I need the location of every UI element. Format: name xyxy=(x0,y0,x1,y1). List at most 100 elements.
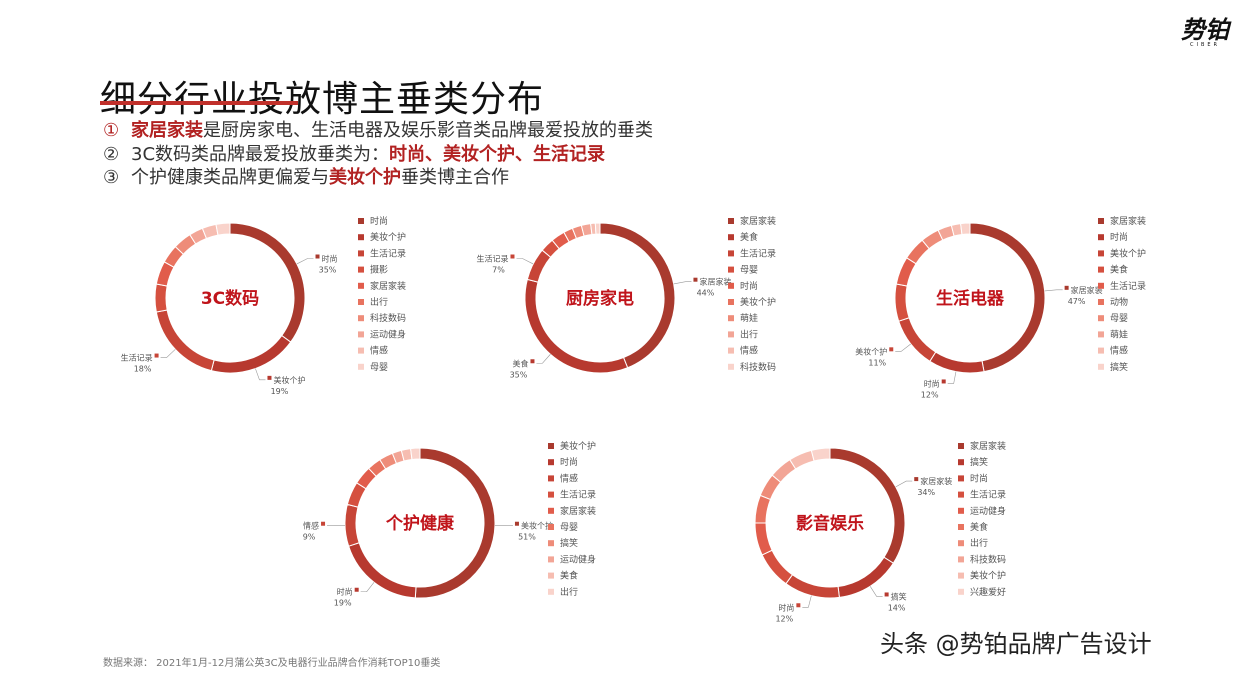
legend-label: 母婴 xyxy=(1110,313,1128,324)
callout-swatch xyxy=(914,477,919,482)
bullet-highlight: 时尚、美妆个护、生活记录 xyxy=(389,144,606,165)
legend-swatch xyxy=(1098,234,1104,241)
legend-label: 出行 xyxy=(370,296,388,308)
bullet-point-3: ③ 个护健康类品牌更偏爱与美妆个护垂类博主合作 xyxy=(103,163,509,189)
legend-swatch xyxy=(358,299,364,305)
donut-slice xyxy=(894,283,910,322)
legend-swatch xyxy=(548,572,554,579)
callout-percentage: 7% xyxy=(492,266,505,275)
legend-swatch xyxy=(548,475,554,482)
donut-slice xyxy=(344,503,360,547)
callout-leader xyxy=(802,595,812,608)
legend-swatch xyxy=(728,250,734,257)
callout-leader xyxy=(895,343,911,352)
callout-leader xyxy=(536,354,551,364)
legend-label: 母婴 xyxy=(560,522,578,533)
callout-category: 时尚 xyxy=(337,587,353,597)
legend-swatch xyxy=(958,491,964,498)
legend-label: 时尚 xyxy=(970,472,988,484)
legend-label: 摄影 xyxy=(370,264,388,276)
legend-swatch xyxy=(358,347,364,354)
donut-slice xyxy=(929,351,985,374)
legend-label: 美食 xyxy=(1110,264,1128,276)
callout-percentage: 51% xyxy=(518,533,536,542)
legend-label: 科技数码 xyxy=(970,553,1006,565)
donut-slice xyxy=(215,222,231,236)
callout-swatch xyxy=(693,277,698,282)
legend-swatch xyxy=(958,507,964,514)
legend-label: 搞笑 xyxy=(970,456,988,468)
legend-swatch xyxy=(958,540,964,547)
callout-leader xyxy=(947,371,957,384)
legend-swatch xyxy=(958,443,964,449)
legend-label: 时尚 xyxy=(370,215,388,227)
legend-label: 情感 xyxy=(1110,345,1128,357)
donut-slice xyxy=(348,542,417,599)
legend-swatch xyxy=(1098,363,1104,370)
legend-swatch xyxy=(728,266,734,273)
legend-label: 美妆个护 xyxy=(1110,247,1146,259)
logo-sub: CIBER xyxy=(1190,42,1220,48)
legend-swatch xyxy=(358,234,364,241)
callout-percentage: 34% xyxy=(917,488,935,497)
callout-percentage: 47% xyxy=(1068,297,1086,306)
page-title: 细分行业投放博主垂类分布 xyxy=(100,79,545,121)
legend-swatch xyxy=(1098,218,1104,224)
donut-slice xyxy=(960,222,971,236)
chart-center-title: 个护健康 xyxy=(385,513,455,534)
bullet-number: ③ xyxy=(103,167,120,188)
donut-slice xyxy=(898,317,937,363)
donut-slice xyxy=(785,574,840,599)
legend-swatch xyxy=(728,299,734,305)
legend-swatch xyxy=(958,475,964,482)
legend-swatch xyxy=(1098,282,1104,289)
callout-category: 家居家装 xyxy=(1071,285,1103,295)
logo-text: 势铂 xyxy=(1181,16,1232,44)
callout-percentage: 19% xyxy=(271,387,289,396)
callout-swatch xyxy=(267,375,272,380)
callout-percentage: 12% xyxy=(775,614,793,623)
legend-label: 生活记录 xyxy=(970,489,1006,501)
callout-category: 情感 xyxy=(303,521,319,531)
legend-label: 家居家装 xyxy=(1110,215,1146,227)
callout-swatch xyxy=(354,587,359,592)
callout-category: 生活记录 xyxy=(476,254,508,264)
callout-leader xyxy=(673,281,692,285)
donut-slice xyxy=(229,222,306,343)
callout-percentage: 18% xyxy=(134,365,152,374)
legend-swatch xyxy=(728,282,734,289)
legend-label: 母婴 xyxy=(370,362,388,373)
bullet-text: 3C数码类品牌最爱投放垂类为： xyxy=(131,144,390,165)
donut-slice xyxy=(594,222,601,235)
callout-leader xyxy=(895,480,913,488)
legend-label: 情感 xyxy=(370,345,388,357)
legend-label: 出行 xyxy=(560,586,578,598)
legend-label: 生活记录 xyxy=(740,247,776,259)
legend-swatch xyxy=(358,218,364,224)
chart-center-title: 生活电器 xyxy=(936,288,1005,309)
callout-swatch xyxy=(514,521,519,526)
legend-label: 萌娃 xyxy=(740,312,758,324)
callout-swatch xyxy=(884,592,889,597)
legend-swatch xyxy=(728,331,734,338)
legend-label: 动物 xyxy=(1110,296,1128,308)
legend-swatch xyxy=(1098,299,1104,305)
callout-percentage: 14% xyxy=(888,603,906,612)
callout-category: 美妆个护 xyxy=(521,521,553,531)
donut-slice xyxy=(829,447,906,564)
legend-swatch xyxy=(728,315,734,322)
chart-center-title: 影音娱乐 xyxy=(796,513,864,534)
bullet-highlight: 家居家装 xyxy=(131,120,203,141)
legend-label: 美食 xyxy=(740,231,758,243)
callout-percentage: 35% xyxy=(510,370,528,379)
callout-swatch xyxy=(321,521,326,526)
legend-swatch xyxy=(958,556,964,563)
donut-slice xyxy=(761,549,794,585)
donut-slice xyxy=(410,447,421,461)
legend-swatch xyxy=(728,234,734,241)
legend-swatch xyxy=(1098,347,1104,354)
callout-percentage: 35% xyxy=(319,266,337,275)
legend-swatch xyxy=(358,315,364,322)
legend-swatch xyxy=(958,588,964,595)
bullet-highlight: 美妆个护 xyxy=(329,167,401,188)
